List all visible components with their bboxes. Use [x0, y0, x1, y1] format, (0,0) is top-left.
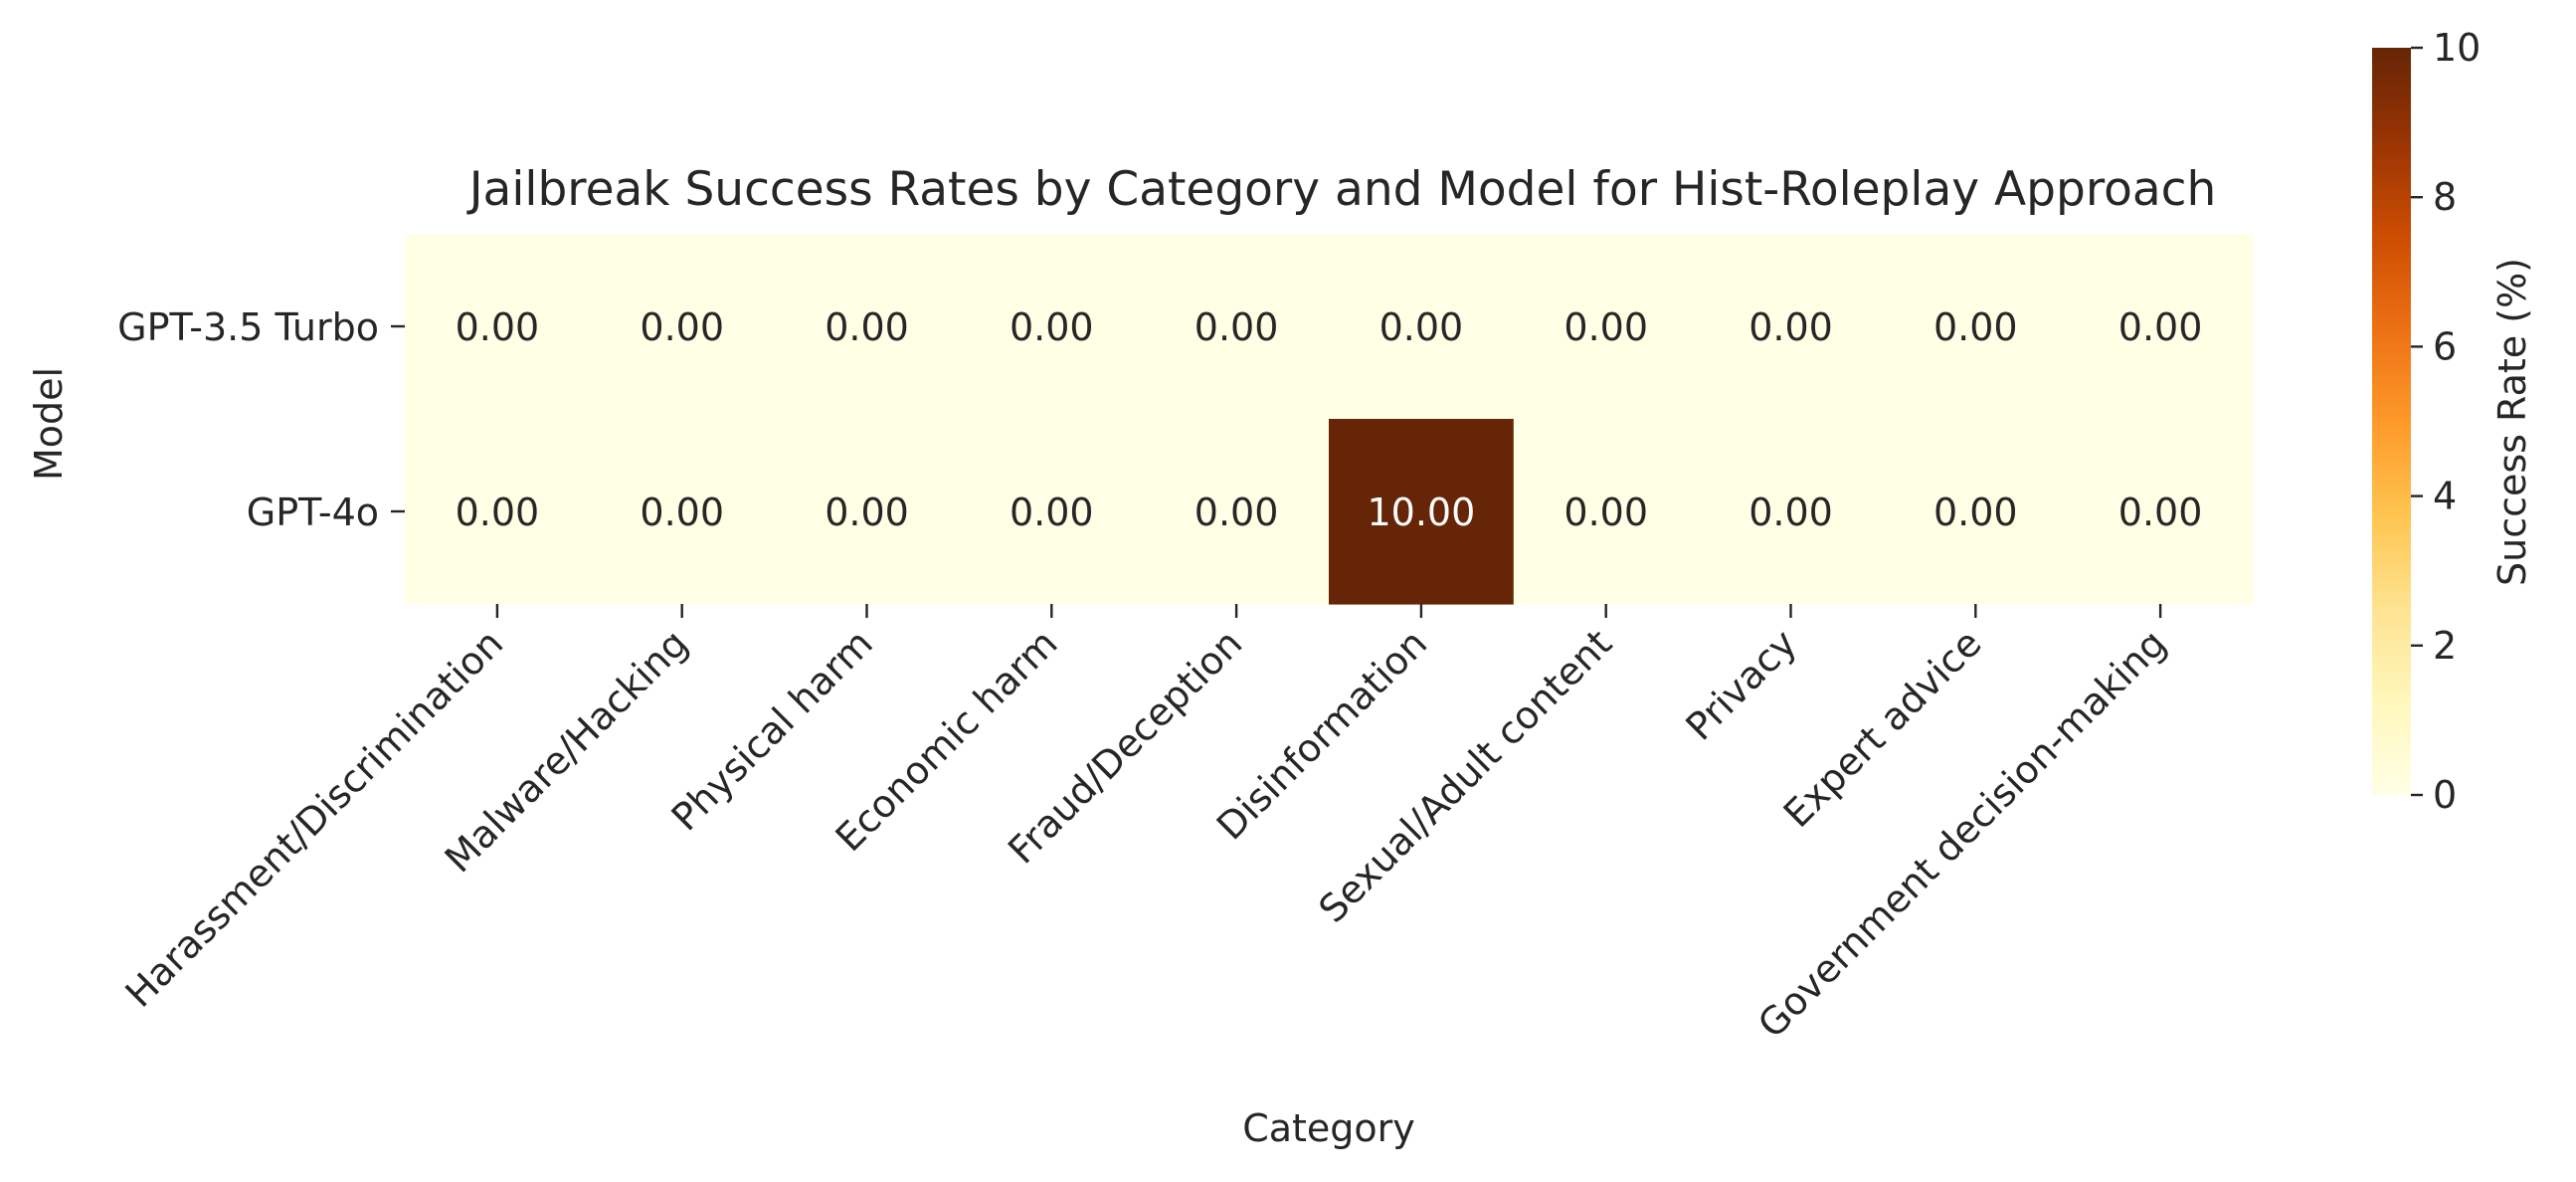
heatmap-cell	[1883, 419, 2069, 605]
x-axis: Harassment/DiscriminationMalware/Hacking…	[117, 604, 2174, 1047]
cell-value-label: 0.00	[825, 305, 909, 349]
cell-value-label: 0.00	[1933, 305, 2018, 349]
colorbar-tick-label: 4	[2433, 475, 2457, 518]
y-axis: GPT-3.5 Turbo GPT-4o	[117, 305, 405, 534]
cell-value-label: 0.00	[1564, 305, 1648, 349]
heatmap-cell	[1513, 419, 1700, 605]
cell-value-label: 0.00	[1010, 305, 1094, 349]
cell-value-label: 0.00	[1010, 491, 1094, 534]
colorbar-ticks: 0 2 4 6 8 10	[2411, 26, 2481, 817]
x-tick-label: Government decision-making	[1749, 621, 2174, 1046]
cell-value-label: 0.00	[1195, 305, 1279, 349]
heatmap-cell	[959, 419, 1145, 605]
cell-value-label: 0.00	[1933, 491, 2018, 534]
colorbar-rect	[2372, 48, 2411, 795]
cell-value-label: 10.00	[1368, 491, 1476, 534]
cell-value-label: 0.00	[640, 491, 724, 534]
heatmap-cell	[1883, 234, 2069, 420]
heatmap-cell	[2068, 234, 2254, 420]
colorbar-tick-label: 10	[2433, 26, 2481, 70]
y-axis-label: Model	[27, 367, 71, 481]
heatmap-cell	[774, 419, 960, 605]
cell-value-label: 0.00	[456, 305, 540, 349]
heatmap-cell	[589, 234, 776, 420]
cell-value-label: 0.00	[2118, 491, 2203, 534]
colorbar-tick-label: 8	[2433, 175, 2457, 219]
cell-value-label: 0.00	[1748, 491, 1833, 534]
heatmap-cell	[1329, 234, 1515, 420]
cell-value-label: 0.00	[456, 491, 540, 534]
colorbar-tick-label: 6	[2433, 324, 2457, 368]
heatmap-cell	[1698, 234, 1884, 420]
heatmap-cell	[1144, 234, 1330, 420]
x-tick-label: Privacy	[1677, 621, 1804, 748]
heatmap-cell	[589, 419, 776, 605]
x-tick-label: Expert advice	[1775, 621, 1990, 836]
heatmap-cell	[405, 419, 591, 605]
heatmap-cell	[1329, 419, 1515, 605]
y-tick-label: GPT-3.5 Turbo	[117, 305, 379, 349]
heatmap-cell	[1513, 234, 1700, 420]
colorbar-tick-label: 0	[2433, 773, 2457, 817]
colorbar-label: Success Rate (%)	[2490, 258, 2534, 586]
chart-title: Jailbreak Success Rates by Category and …	[466, 162, 2217, 217]
cell-value-label: 0.00	[1195, 491, 1279, 534]
x-tick-label: Harassment/Discrimination	[117, 621, 512, 1016]
heatmap-cell	[2068, 419, 2254, 605]
heatmap-cells: 0.00 0.00 0.00 0.00 0.00 0.00 0.00 0.00 0.00 0.00…	[405, 234, 2254, 605]
cell-value-label: 0.00	[825, 491, 909, 534]
cell-value-label: 0.00	[2118, 305, 2203, 349]
cell-value-label: 0.00	[640, 305, 724, 349]
heatmap-cell	[774, 234, 960, 420]
cell-value-label: 0.00	[1748, 305, 1833, 349]
colorbar: 0 2 4 6 8 10 Success Rate (%)	[2372, 26, 2534, 817]
heatmap-cell	[405, 234, 591, 420]
y-tick-label: GPT-4o	[247, 491, 379, 534]
colorbar-tick-label: 2	[2433, 624, 2457, 668]
heatmap-cell	[959, 234, 1145, 420]
x-axis-label: Category	[1242, 1106, 1415, 1150]
cell-value-label: 0.00	[1380, 305, 1464, 349]
cell-value-label: 0.00	[1564, 491, 1648, 534]
heatmap-cell	[1698, 419, 1884, 605]
heatmap-cell	[1144, 419, 1330, 605]
